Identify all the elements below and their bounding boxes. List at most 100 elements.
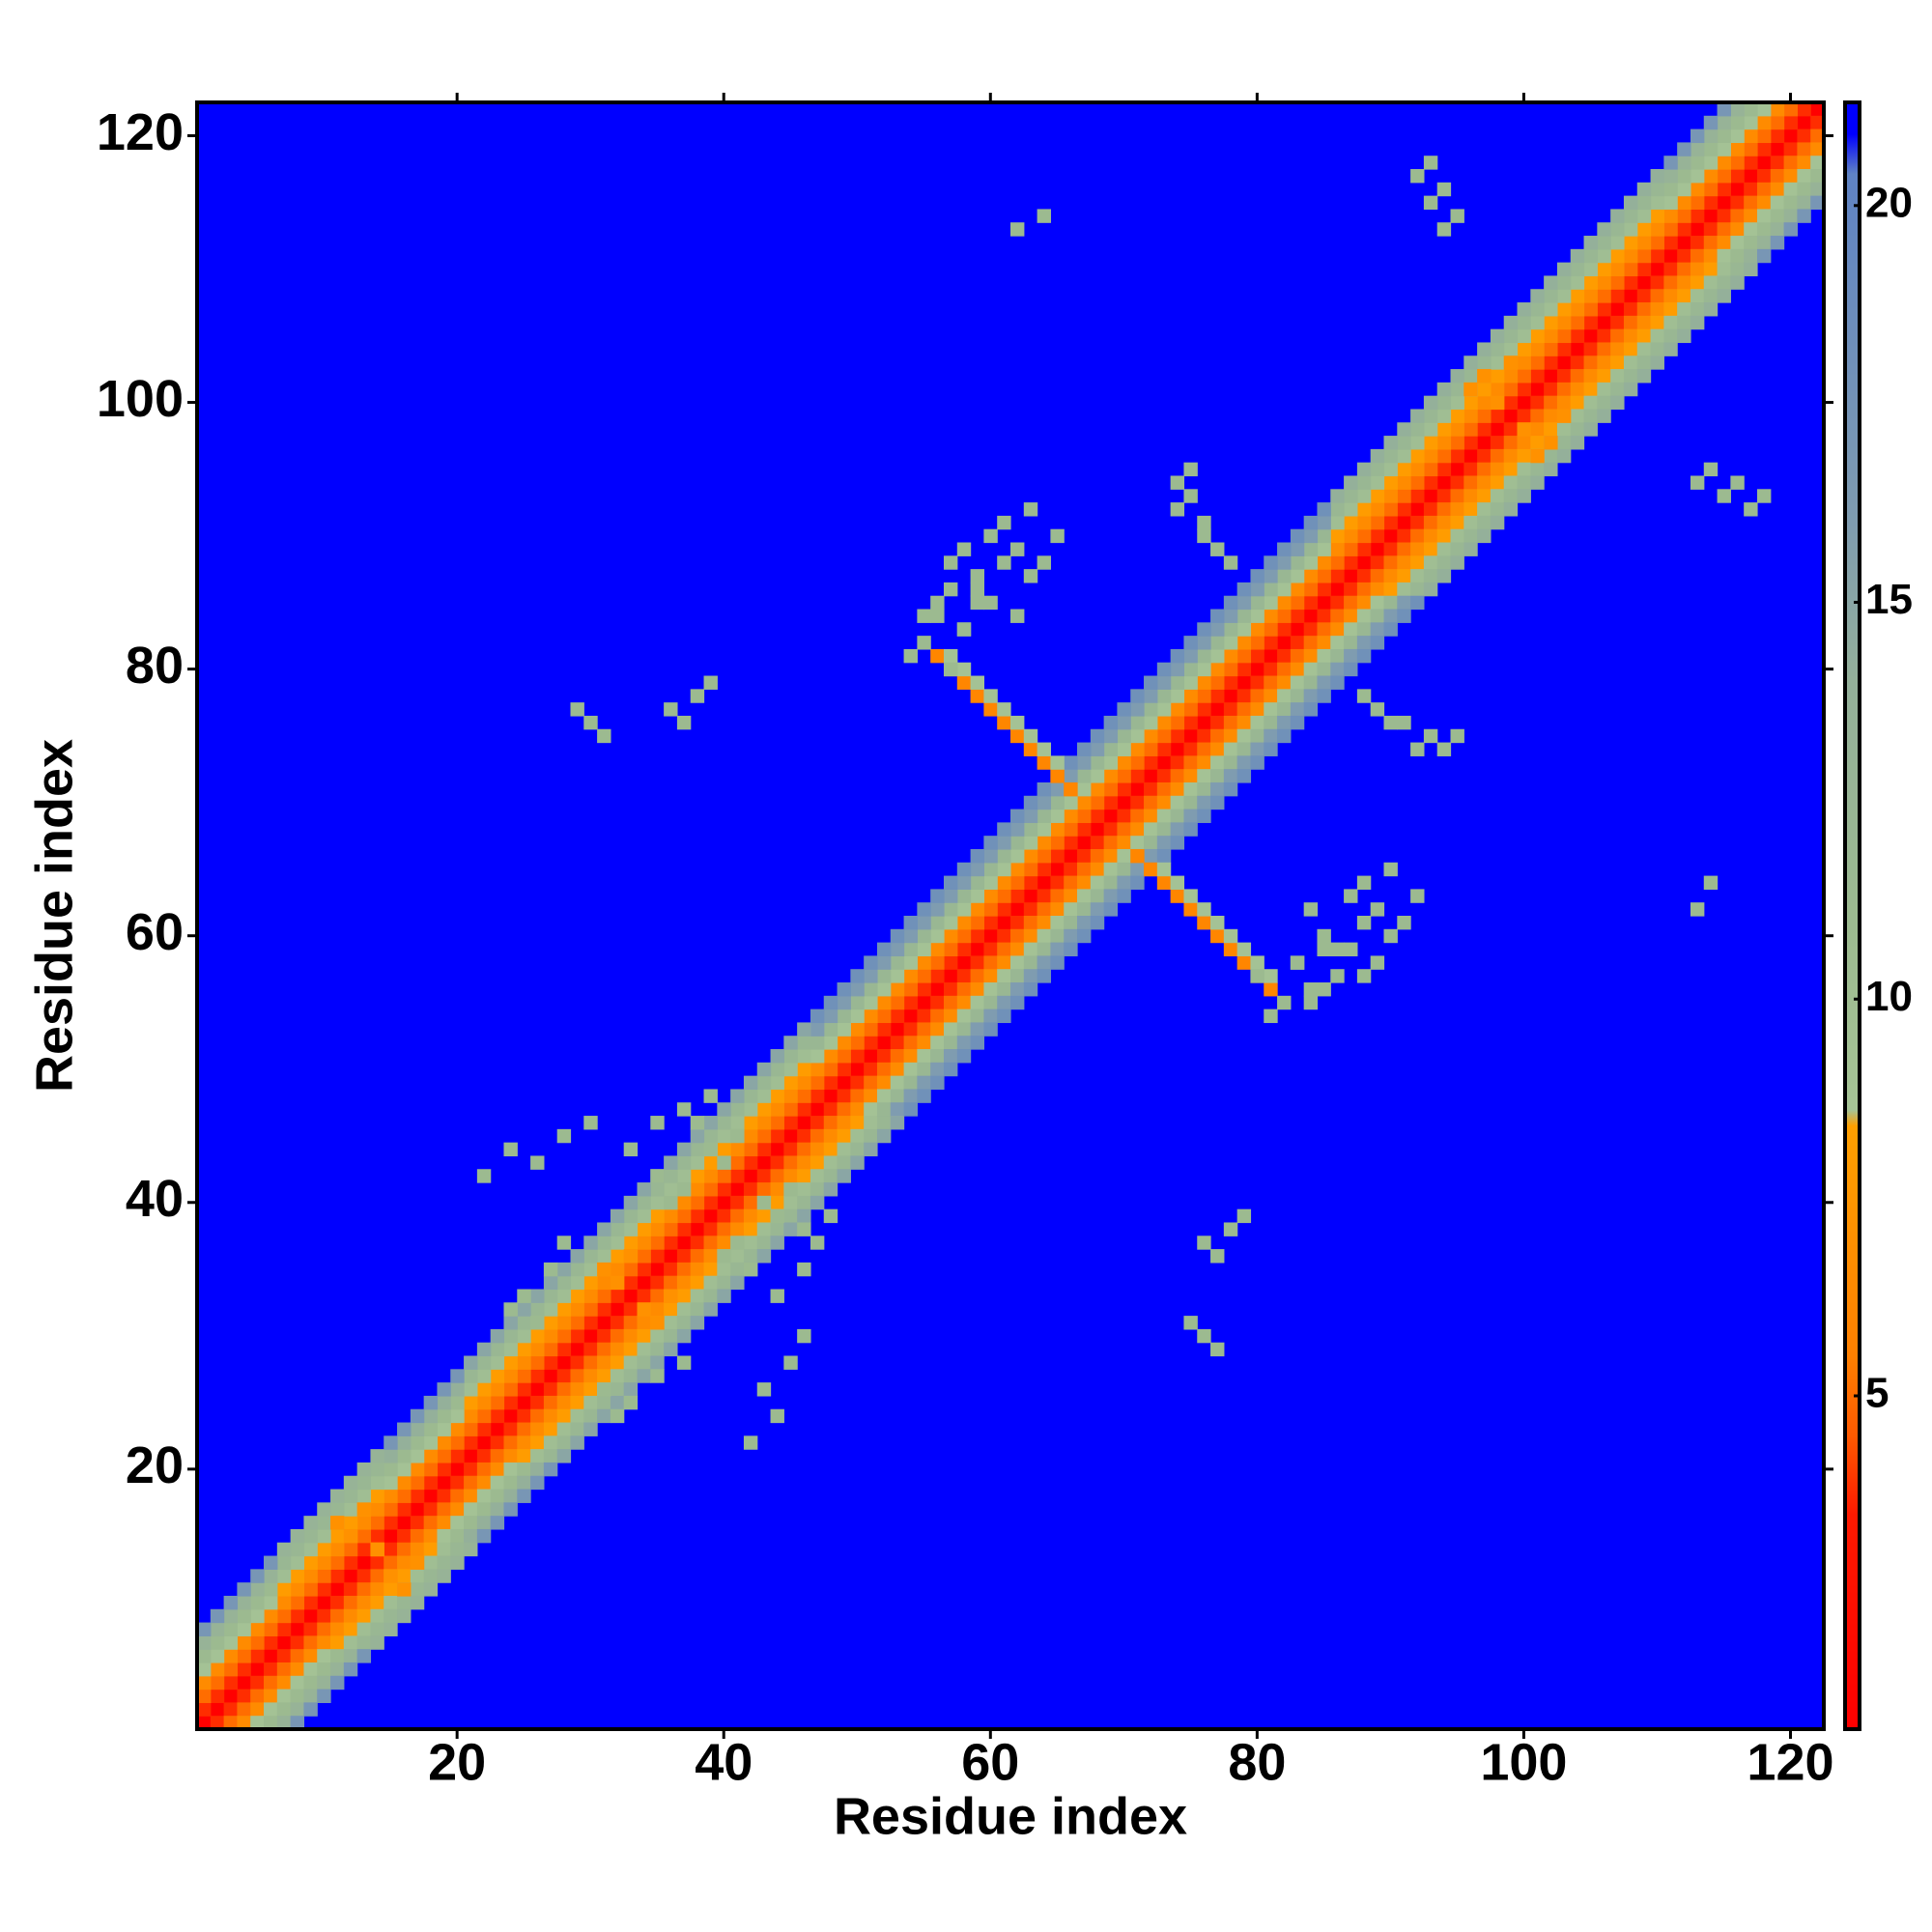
cell	[1183, 902, 1198, 917]
cell	[1810, 142, 1825, 156]
cell	[1223, 662, 1238, 677]
cell	[1397, 422, 1411, 437]
cell	[1277, 555, 1292, 570]
cell	[423, 1542, 439, 1557]
cell	[1223, 675, 1238, 690]
cell	[1650, 342, 1664, 356]
cell	[703, 1222, 718, 1236]
cell	[1050, 795, 1065, 810]
cell	[1210, 1249, 1225, 1264]
cell	[1570, 275, 1585, 290]
cell	[676, 1208, 692, 1224]
cell	[1210, 728, 1225, 744]
cell	[1037, 969, 1052, 983]
x-tick-label: 60	[961, 1733, 1019, 1791]
cell	[290, 1675, 305, 1690]
cell	[1236, 742, 1252, 756]
cell	[1077, 742, 1092, 756]
cell	[1317, 675, 1331, 690]
cell	[464, 1489, 478, 1503]
cell	[970, 982, 984, 997]
cell	[1236, 715, 1252, 730]
cell	[703, 1195, 718, 1210]
cell	[1463, 382, 1478, 397]
cell	[770, 1182, 784, 1197]
cell	[997, 969, 1011, 983]
cell	[410, 1595, 425, 1610]
cell	[810, 1075, 825, 1091]
colorbar-tick-label: 10	[1865, 973, 1913, 1020]
cell	[1317, 609, 1331, 623]
cell	[1597, 236, 1611, 250]
cell	[290, 1635, 305, 1650]
cell	[1236, 582, 1252, 597]
cell	[1650, 275, 1664, 290]
cell	[797, 1075, 811, 1091]
cell	[797, 1155, 811, 1170]
cell	[1277, 542, 1292, 556]
cell	[384, 1608, 398, 1624]
cell	[517, 1475, 531, 1491]
cell	[1117, 889, 1131, 903]
cell	[1156, 742, 1172, 756]
cell	[970, 1022, 984, 1037]
cell	[756, 1075, 772, 1091]
cell	[1397, 542, 1411, 556]
cell	[983, 1009, 998, 1024]
cell	[810, 1182, 825, 1197]
cell	[530, 1422, 545, 1436]
cell	[476, 1395, 492, 1410]
cell	[690, 1289, 705, 1303]
y-tick-label: 20	[126, 1436, 184, 1494]
cell	[543, 1316, 558, 1330]
cell	[223, 1689, 239, 1703]
cell	[650, 1289, 665, 1303]
cell	[1756, 102, 1772, 117]
cell	[610, 1382, 625, 1397]
cell	[637, 1182, 651, 1197]
cell	[1236, 769, 1252, 783]
cell	[783, 1155, 798, 1170]
cell	[1117, 715, 1131, 730]
cell	[370, 1608, 384, 1624]
cell	[1236, 675, 1252, 690]
cell	[303, 1649, 318, 1663]
cell	[356, 1542, 372, 1557]
cell	[583, 1289, 598, 1303]
cell	[1756, 128, 1772, 144]
cell	[1050, 955, 1065, 970]
cell	[1210, 622, 1225, 637]
cell	[1463, 409, 1478, 423]
cell	[623, 1262, 639, 1277]
cell	[1570, 302, 1585, 317]
cell	[476, 1462, 492, 1477]
cell	[703, 1275, 718, 1291]
cell	[1730, 142, 1745, 156]
cell	[1344, 942, 1358, 957]
cell	[1344, 595, 1358, 611]
cell	[943, 995, 958, 1010]
cell	[223, 1595, 239, 1610]
cell	[823, 1049, 838, 1064]
cell	[1730, 169, 1745, 184]
cell	[623, 1142, 639, 1157]
cell	[276, 1675, 292, 1690]
cell	[1690, 209, 1705, 223]
cell	[930, 916, 945, 930]
cell	[1077, 889, 1092, 903]
cell	[503, 1142, 518, 1157]
cell	[983, 595, 998, 611]
cell	[317, 1649, 331, 1663]
cell	[797, 1328, 811, 1344]
cell	[543, 1289, 558, 1303]
cell	[1170, 755, 1185, 770]
cell	[717, 1116, 731, 1130]
cell	[530, 1395, 545, 1410]
cell	[1690, 289, 1705, 303]
cell	[1103, 728, 1119, 744]
cell	[717, 1249, 731, 1264]
cell	[1410, 742, 1425, 756]
cell	[1156, 809, 1172, 823]
cell	[250, 1622, 265, 1636]
cell	[850, 1128, 865, 1144]
